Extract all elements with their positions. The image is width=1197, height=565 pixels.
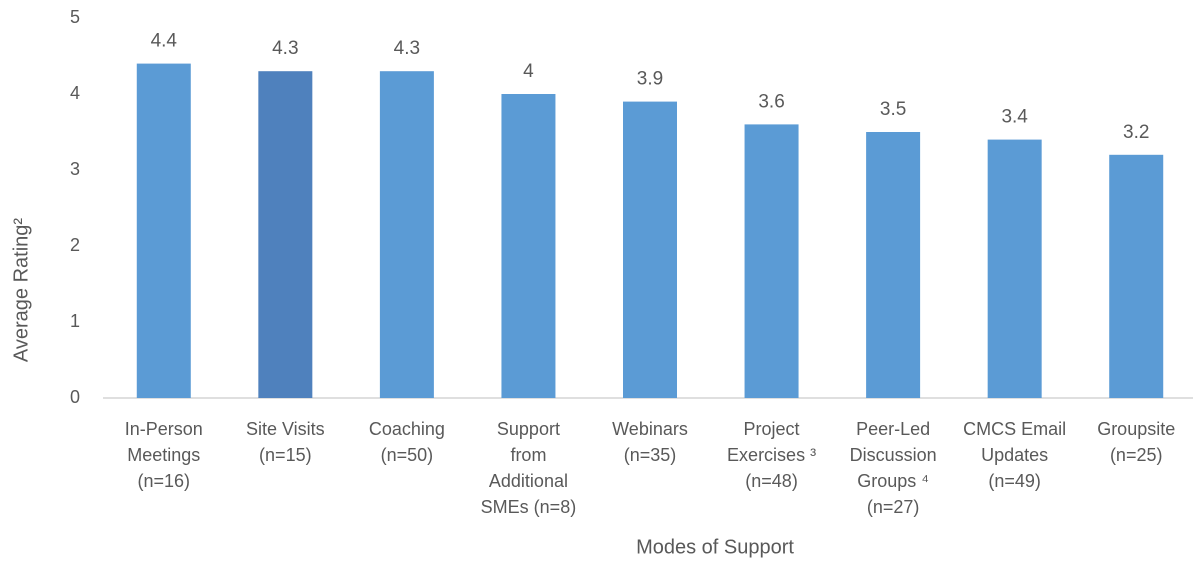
x-tick-label: (n=15) [259, 445, 312, 465]
x-axis-title: Modes of Support [636, 536, 794, 558]
bar [623, 101, 677, 398]
bar [866, 132, 921, 398]
x-tick-label: Groupsite [1097, 419, 1175, 439]
value-label: 4.3 [272, 38, 298, 59]
x-tick-label: Exercises ³ [727, 445, 816, 465]
x-tick-label: from [510, 445, 546, 465]
value-label: 3.5 [880, 99, 906, 120]
x-tick-label: CMCS Email [963, 419, 1066, 439]
value-label: 4 [523, 61, 534, 82]
bar [1109, 154, 1164, 398]
x-tick-label: Site Visits [246, 419, 325, 439]
value-label: 4.3 [394, 38, 420, 59]
x-tick-label: SMEs (n=8) [481, 497, 577, 517]
x-tick-label: (n=50) [381, 445, 434, 465]
x-tick-label: Project [744, 419, 800, 439]
bar [258, 71, 313, 398]
value-label: 3.6 [758, 91, 784, 112]
x-tick-label: (n=27) [867, 497, 920, 517]
y-axis-title: Average Rating² [10, 218, 32, 363]
x-tick-label: (n=35) [624, 445, 677, 465]
bar [501, 94, 556, 398]
bar [987, 139, 1042, 398]
x-tick-label: Updates [981, 445, 1048, 465]
value-label: 4.4 [151, 31, 178, 52]
value-label: 3.2 [1123, 122, 1149, 143]
y-tick-label: 3 [70, 159, 80, 179]
x-tick-label: (n=16) [138, 471, 191, 491]
x-tick-label: Support [497, 419, 560, 439]
x-tick-label: Discussion [850, 445, 937, 465]
x-tick-label: (n=48) [745, 471, 798, 491]
bar [136, 63, 191, 398]
y-tick-label: 5 [70, 7, 80, 27]
x-tick-label: Peer-Led [856, 419, 930, 439]
x-tick-label: Additional [489, 471, 568, 491]
x-tick-label: Meetings [127, 445, 200, 465]
x-tick-label: (n=25) [1110, 445, 1163, 465]
value-label: 3.9 [637, 69, 663, 90]
y-tick-label: 0 [70, 387, 80, 407]
value-label: 3.4 [1001, 107, 1028, 128]
bar [379, 71, 434, 398]
x-tick-label: (n=49) [988, 471, 1041, 491]
y-tick-label: 1 [70, 311, 80, 331]
y-tick-label: 4 [70, 83, 80, 103]
bar [744, 124, 799, 399]
y-tick-label: 2 [70, 235, 80, 255]
x-tick-label: Groups ⁴ [857, 471, 929, 491]
x-tick-label: Webinars [612, 419, 688, 439]
x-tick-label: Coaching [369, 419, 445, 439]
x-tick-label: In-Person [125, 419, 203, 439]
